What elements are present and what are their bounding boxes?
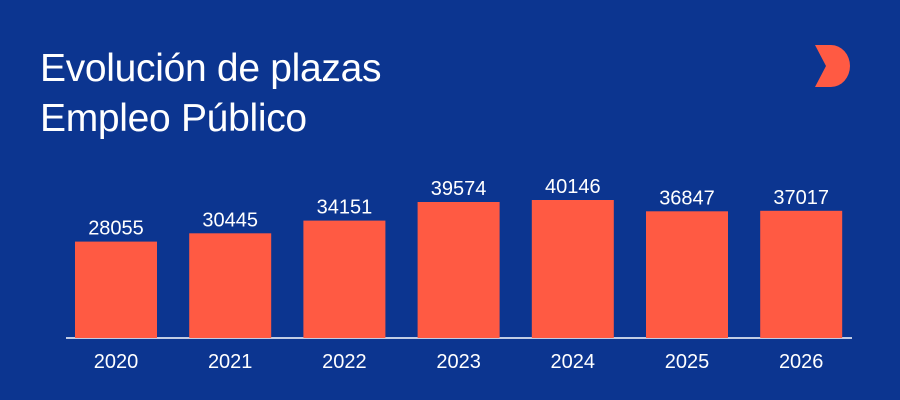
bar-2026 bbox=[760, 210, 843, 338]
bar-2020 bbox=[75, 241, 157, 338]
value-label-2024: 40146 bbox=[545, 176, 601, 198]
x-tick-label-2022: 2022 bbox=[322, 351, 367, 373]
x-tick-label-2020: 2020 bbox=[94, 351, 139, 373]
chart-title: Evolución de plazas Empleo Público bbox=[40, 44, 381, 144]
title-line-1: Evolución de plazas bbox=[40, 47, 382, 90]
value-label-2023: 39574 bbox=[431, 178, 487, 200]
x-tick-label-2023: 2023 bbox=[436, 351, 481, 373]
value-label-2021: 30445 bbox=[202, 209, 258, 231]
value-label-2025: 36847 bbox=[659, 187, 715, 209]
value-label-2020: 28055 bbox=[88, 218, 144, 240]
title-line-2: Empleo Público bbox=[40, 97, 307, 140]
x-tick-label-2026: 2026 bbox=[779, 351, 824, 373]
x-tick-label-2021: 2021 bbox=[208, 351, 253, 373]
bar-2022 bbox=[303, 220, 386, 338]
value-label-2026: 37017 bbox=[773, 187, 829, 209]
bar-2021 bbox=[189, 233, 272, 338]
x-tick-label-2024: 2024 bbox=[551, 351, 596, 373]
bar-2025 bbox=[646, 211, 728, 338]
x-tick-label-2025: 2025 bbox=[665, 351, 710, 373]
brand-logo-icon bbox=[815, 45, 850, 87]
bar-2024 bbox=[531, 200, 614, 338]
bar-2023 bbox=[417, 202, 500, 338]
value-label-2022: 34151 bbox=[317, 197, 373, 219]
